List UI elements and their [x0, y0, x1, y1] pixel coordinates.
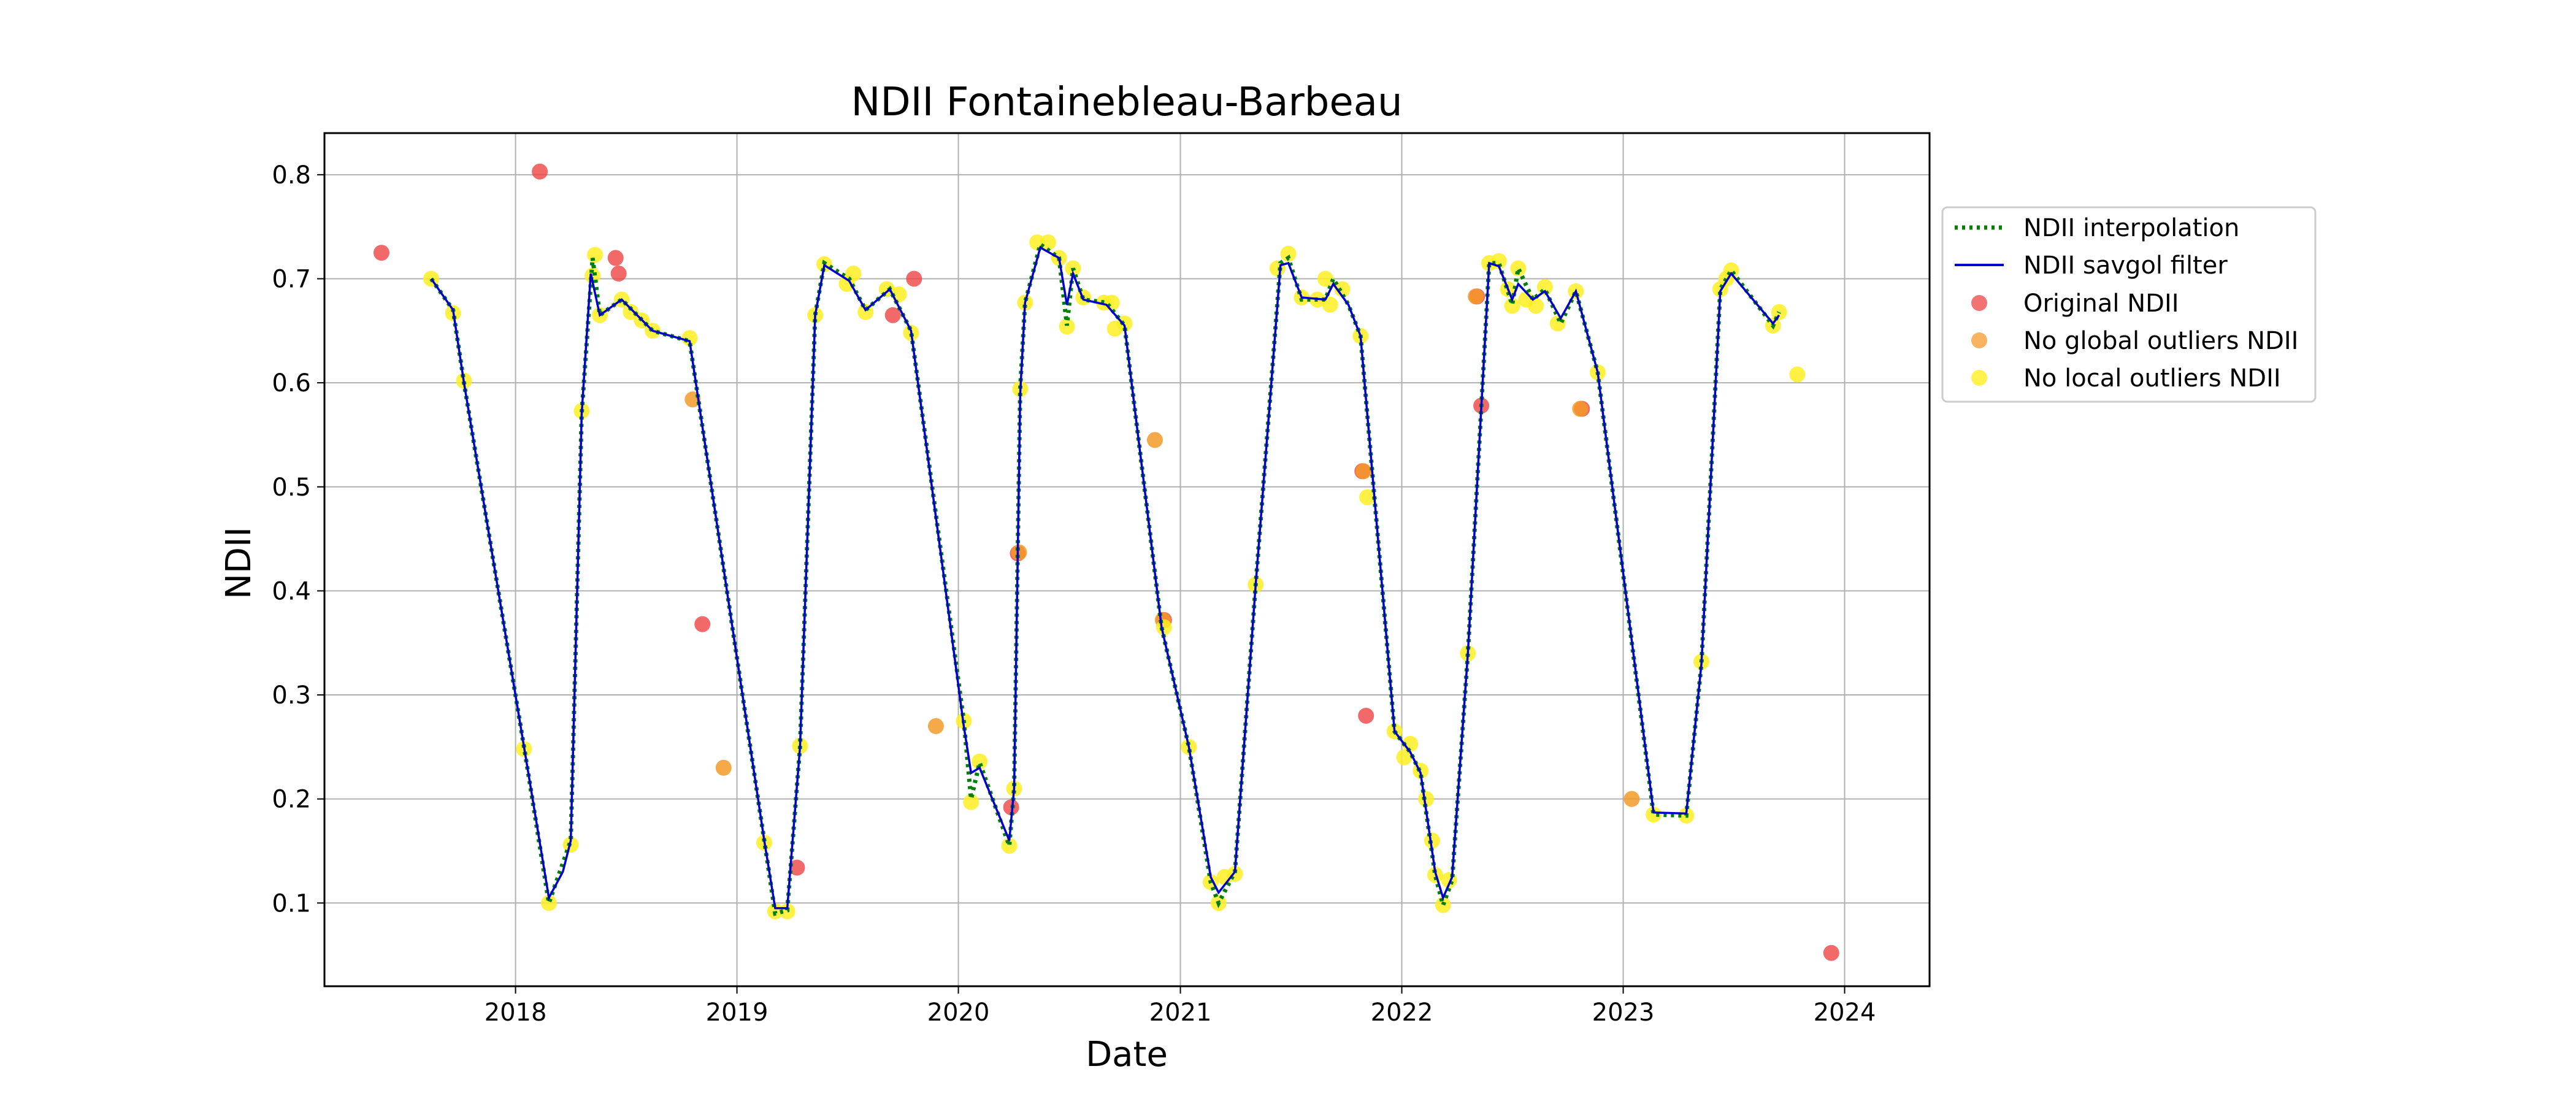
legend-global-label: No global outliers NDII	[2023, 327, 2298, 355]
x-tick-label: 2024	[1814, 999, 1876, 1027]
y-tick-label: 0.5	[272, 473, 311, 502]
plot-area	[373, 163, 1839, 961]
local-filtered-point	[1504, 297, 1520, 314]
local-filtered-point	[1317, 270, 1333, 287]
original-ndii-point	[610, 266, 627, 282]
local-filtered-point	[1510, 260, 1527, 277]
x-axis-label: Date	[1086, 1035, 1168, 1075]
original-ndii-point	[1358, 707, 1374, 724]
global-filtered-point	[1146, 432, 1163, 448]
y-tick-label: 0.3	[272, 681, 311, 710]
global-filtered-point	[1011, 544, 1027, 561]
legend-savgol-label: NDII savgol filter	[2023, 251, 2228, 280]
local-filtered-point	[540, 895, 557, 911]
local-filtered-point	[1396, 749, 1413, 765]
local-filtered-point	[1359, 489, 1376, 505]
local-filtered-point	[1001, 837, 1018, 854]
axes-frame	[323, 132, 1931, 987]
local-filtered-point	[1334, 281, 1351, 297]
original-ndii-point	[884, 307, 901, 323]
local-filtered-point	[1040, 234, 1056, 251]
original-ndii-point	[906, 270, 922, 287]
y-tick-label: 0.6	[272, 369, 311, 397]
local-filtered-point	[1549, 315, 1566, 332]
y-tick-label: 0.1	[272, 889, 311, 918]
legend-interpolation-label: NDII interpolation	[2023, 214, 2239, 242]
x-tick-label: 2023	[1592, 999, 1655, 1027]
chart-title: NDII Fontainebleau-Barbeau	[851, 80, 1402, 125]
x-tick-label: 2022	[1371, 999, 1433, 1027]
x-tick-label: 2018	[485, 999, 547, 1027]
legend-box	[1941, 206, 2317, 403]
legend-local-label: No local outliers NDII	[2023, 364, 2281, 393]
local-filtered-point	[972, 753, 988, 770]
global-filtered-point	[1623, 791, 1640, 807]
local-filtered-point	[1156, 619, 1172, 635]
original-ndii-point	[607, 250, 624, 266]
local-filtered-point	[1280, 245, 1297, 262]
y-axis-label: NDII	[219, 527, 259, 599]
legend-original-swatch	[1971, 295, 1987, 311]
legend-original-label: Original NDII	[2023, 289, 2179, 318]
original-ndii-point	[373, 245, 389, 261]
original-ndii-point	[1823, 945, 1839, 961]
global-filtered-point	[1355, 463, 1372, 480]
local-filtered-point	[1059, 318, 1075, 335]
y-axis-ticks: 0.1 0.2 0.3 0.4 0.5 0.6 0.7 0.8	[272, 161, 324, 918]
global-filtered-point	[715, 759, 732, 776]
grid-lines	[324, 133, 1930, 986]
y-tick-label: 0.4	[272, 577, 311, 605]
x-axis-ticks: 2018 2019 2020 2021 2022 2023 2024	[485, 986, 1876, 1027]
local-filtered-point	[1723, 262, 1739, 278]
local-filtered-point	[857, 304, 874, 320]
global-filtered-point	[927, 718, 944, 734]
global-filtered-point	[1468, 288, 1484, 305]
x-tick-label: 2021	[1149, 999, 1212, 1027]
x-tick-label: 2020	[927, 999, 990, 1027]
local-filtered-point	[623, 304, 639, 320]
x-tick-label: 2019	[706, 999, 769, 1027]
legend-global-swatch	[1971, 332, 1987, 348]
y-tick-label: 0.7	[272, 265, 311, 293]
local-filtered-point	[1771, 304, 1787, 320]
global-filtered-point	[1572, 401, 1589, 417]
original-ndii-point	[532, 163, 548, 180]
y-tick-label: 0.2	[272, 786, 311, 814]
local-filtered-point	[1322, 296, 1338, 313]
local-filtered-point	[963, 794, 979, 810]
savgol-line	[430, 245, 1781, 910]
y-tick-label: 0.8	[272, 161, 311, 190]
local-filtered-point	[1528, 297, 1544, 314]
original-ndii-point	[694, 616, 711, 632]
local-filtered-point	[1103, 294, 1120, 311]
legend: NDII interpolation NDII savgol filter Or…	[1941, 206, 2317, 403]
local-filtered-point	[1645, 807, 1662, 823]
local-filtered-point	[1789, 366, 1806, 383]
legend-local-swatch	[1971, 370, 1987, 386]
local-filtered-point	[1435, 897, 1451, 913]
